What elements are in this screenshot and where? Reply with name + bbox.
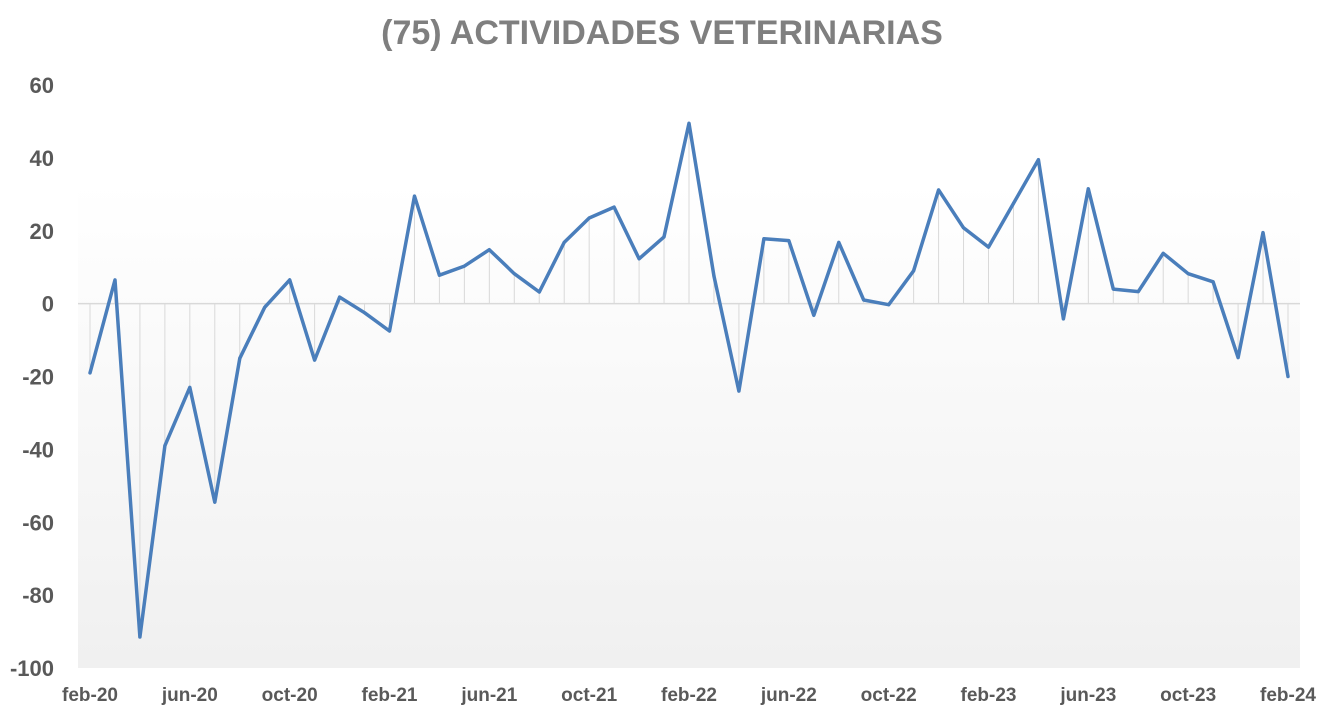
x-tick-label: jun-20 (161, 685, 218, 706)
data-point (1186, 272, 1190, 276)
data-point (288, 278, 292, 282)
data-point (937, 188, 941, 192)
data-point (612, 205, 616, 209)
data-point (213, 500, 217, 504)
x-tick-label: feb-21 (362, 685, 418, 706)
y-tick-label: -20 (22, 365, 54, 390)
y-tick-label: -40 (22, 437, 54, 462)
data-point (562, 240, 566, 244)
data-point (1061, 317, 1065, 321)
data-point (587, 216, 591, 220)
data-point (887, 303, 891, 307)
y-tick-label: 20 (30, 219, 54, 244)
data-point (662, 235, 666, 239)
data-point (313, 358, 317, 362)
data-point (1136, 290, 1140, 294)
data-point (787, 239, 791, 243)
x-tick-label: feb-20 (62, 685, 118, 706)
data-point (862, 298, 866, 302)
data-point (1286, 375, 1290, 378)
y-tick-label: -80 (22, 583, 54, 608)
x-tick-label: oct-23 (1160, 685, 1216, 706)
data-point (1086, 187, 1090, 191)
data-point (1211, 280, 1215, 284)
x-tick-label: jun-22 (760, 685, 817, 706)
data-point (263, 305, 267, 309)
data-point (1011, 201, 1015, 205)
data-point (712, 274, 716, 278)
data-point (1236, 356, 1240, 360)
data-point (912, 269, 916, 273)
data-point (1111, 287, 1115, 291)
x-tick-label: jun-23 (1059, 685, 1116, 706)
data-point (437, 273, 441, 277)
x-tick-label: feb-23 (961, 685, 1017, 706)
data-point (412, 194, 416, 198)
x-tick-label: oct-20 (262, 685, 318, 706)
data-point (188, 385, 192, 389)
y-tick-label: -100 (10, 656, 54, 681)
data-point (762, 237, 766, 241)
data-point (163, 444, 167, 448)
y-tick-label: -60 (22, 510, 54, 535)
data-point (338, 295, 342, 299)
data-point (987, 245, 990, 249)
data-point (637, 257, 641, 261)
data-point (737, 389, 741, 393)
data-point (88, 371, 92, 375)
x-tick-label: oct-21 (561, 685, 617, 706)
data-point (1161, 251, 1165, 255)
data-point (1261, 231, 1265, 235)
x-tick-label: jun-21 (460, 685, 517, 706)
data-point (487, 248, 491, 252)
x-tick-label: oct-22 (861, 685, 917, 706)
data-point (687, 121, 691, 125)
data-point (812, 313, 816, 317)
data-point (238, 356, 242, 360)
data-point (962, 226, 966, 230)
x-tick-label: feb-24 (1260, 685, 1316, 706)
data-point (537, 290, 541, 294)
data-point (1036, 158, 1040, 162)
data-point (388, 329, 391, 333)
data-point (363, 311, 367, 315)
y-tick-label: 40 (30, 146, 54, 171)
chart-title: (75) ACTIVIDADES VETERINARIAS (381, 14, 943, 52)
data-point (837, 240, 841, 244)
y-tick-label: 0 (42, 292, 54, 317)
y-tick-label: 60 (30, 73, 54, 98)
data-point (462, 264, 466, 268)
data-point (512, 272, 516, 276)
data-point (138, 635, 142, 639)
data-point (113, 278, 117, 282)
x-tick-label: feb-22 (661, 685, 717, 706)
